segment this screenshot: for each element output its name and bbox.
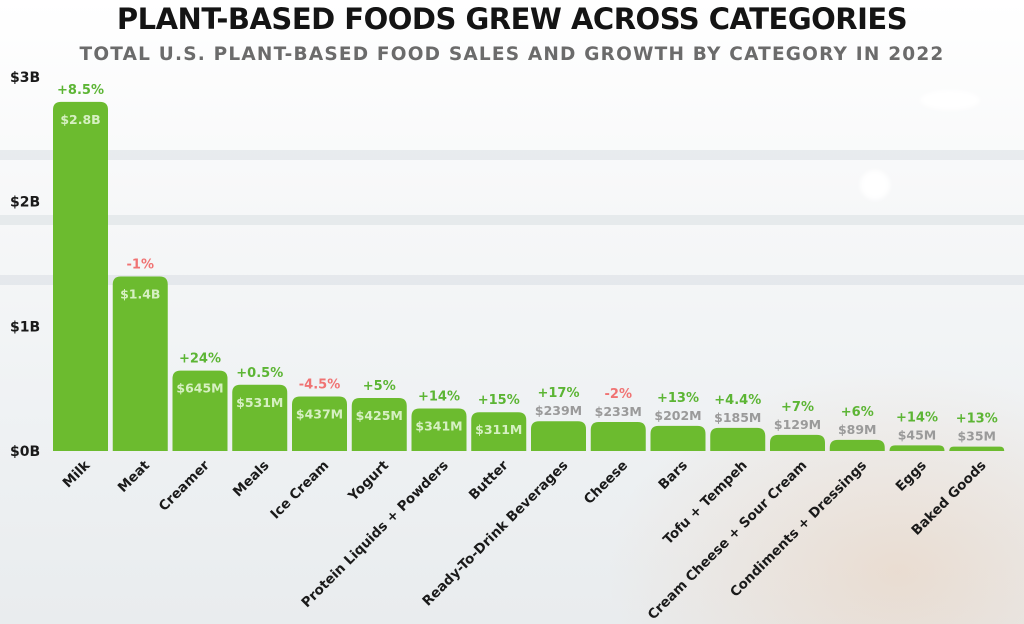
bar-cheese bbox=[590, 421, 646, 451]
bar-value-label: $35M bbox=[957, 429, 996, 444]
y-tick-label: $0B bbox=[10, 444, 40, 460]
bars: $2.8B +8.5% $1.4B -1% $645M +24% $531M +0.5% $43… bbox=[53, 83, 1005, 451]
x-tick-label: Eggs bbox=[893, 458, 930, 495]
bar-tofu-tempeh bbox=[710, 427, 766, 451]
growth-label: +4.4% bbox=[714, 393, 761, 408]
growth-label: +14% bbox=[896, 410, 938, 425]
x-tick-label: Yogurt bbox=[345, 457, 393, 505]
growth-label: -1% bbox=[127, 257, 154, 272]
bar-yogurt bbox=[351, 398, 407, 451]
growth-label: -2% bbox=[605, 387, 632, 402]
x-tick-label: Milk bbox=[60, 457, 94, 491]
bar-ice-cream bbox=[292, 396, 347, 451]
x-tick-label: Meals bbox=[230, 458, 273, 501]
bar-baked-goods bbox=[949, 446, 1005, 451]
bar-butter bbox=[471, 412, 527, 451]
bar-value-label: $202M bbox=[654, 408, 701, 423]
bar-milk bbox=[53, 101, 108, 451]
bar-value-label: $1.4B bbox=[120, 286, 160, 301]
growth-label: +13% bbox=[657, 391, 699, 406]
x-tick-label: Creamer bbox=[156, 457, 213, 514]
bar-value-label: $341M bbox=[415, 418, 462, 433]
growth-label: +8.5% bbox=[57, 83, 104, 98]
growth-label: +7% bbox=[781, 400, 814, 415]
x-tick-label: Ice Cream bbox=[267, 458, 332, 523]
x-tick-label: Cheese bbox=[581, 458, 631, 508]
x-tick-label: Butter bbox=[466, 457, 512, 503]
growth-label: +24% bbox=[179, 352, 221, 367]
y-axis: $0B $1B $2B $3B bbox=[10, 70, 40, 460]
bar-meat bbox=[112, 276, 168, 451]
growth-label: +14% bbox=[418, 389, 460, 404]
bar-value-label: $129M bbox=[774, 417, 821, 432]
growth-label: +6% bbox=[841, 405, 874, 420]
x-tick-label: Bars bbox=[655, 458, 690, 493]
growth-label: -4.5% bbox=[299, 378, 340, 393]
bar-value-label: $89M bbox=[838, 422, 877, 437]
growth-label: +15% bbox=[478, 393, 520, 408]
bar-bars bbox=[650, 425, 706, 451]
growth-label: +17% bbox=[537, 386, 579, 401]
bar-ready-to-drink-beverages bbox=[531, 421, 586, 451]
growth-label: +0.5% bbox=[236, 366, 283, 381]
chart-subtitle: TOTAL U.S. PLANT-BASED FOOD SALES AND GR… bbox=[79, 44, 945, 65]
growth-label: +5% bbox=[363, 379, 396, 394]
y-tick-label: $1B bbox=[10, 319, 40, 335]
y-tick-label: $2B bbox=[10, 195, 40, 211]
bar-value-label: $2.8B bbox=[60, 112, 100, 127]
x-tick-label: Meat bbox=[115, 457, 154, 496]
bar-value-label: $233M bbox=[595, 404, 642, 419]
y-tick-label: $3B bbox=[10, 70, 40, 86]
bar-value-label: $645M bbox=[176, 381, 223, 396]
bar-value-label: $531M bbox=[236, 395, 283, 410]
bar-creamer bbox=[172, 370, 228, 451]
bar-value-label: $425M bbox=[356, 408, 403, 423]
bar-condiments-dressings bbox=[829, 439, 885, 451]
bar-value-label: $239M bbox=[535, 403, 582, 418]
bar-value-label: $437M bbox=[296, 407, 343, 422]
bar-value-label: $185M bbox=[714, 410, 761, 425]
bar-protein-liquids-powders bbox=[411, 408, 467, 451]
bar-eggs bbox=[889, 445, 945, 451]
chart-title: PLANT-BASED FOODS GREW ACROSS CATEGORIES bbox=[116, 2, 908, 36]
bar-meals bbox=[232, 384, 288, 451]
growth-label: +13% bbox=[956, 412, 998, 427]
bar-value-label: $45M bbox=[898, 427, 937, 442]
bar-cream-cheese-sour-cream bbox=[770, 434, 825, 451]
bar-value-label: $311M bbox=[475, 422, 522, 437]
